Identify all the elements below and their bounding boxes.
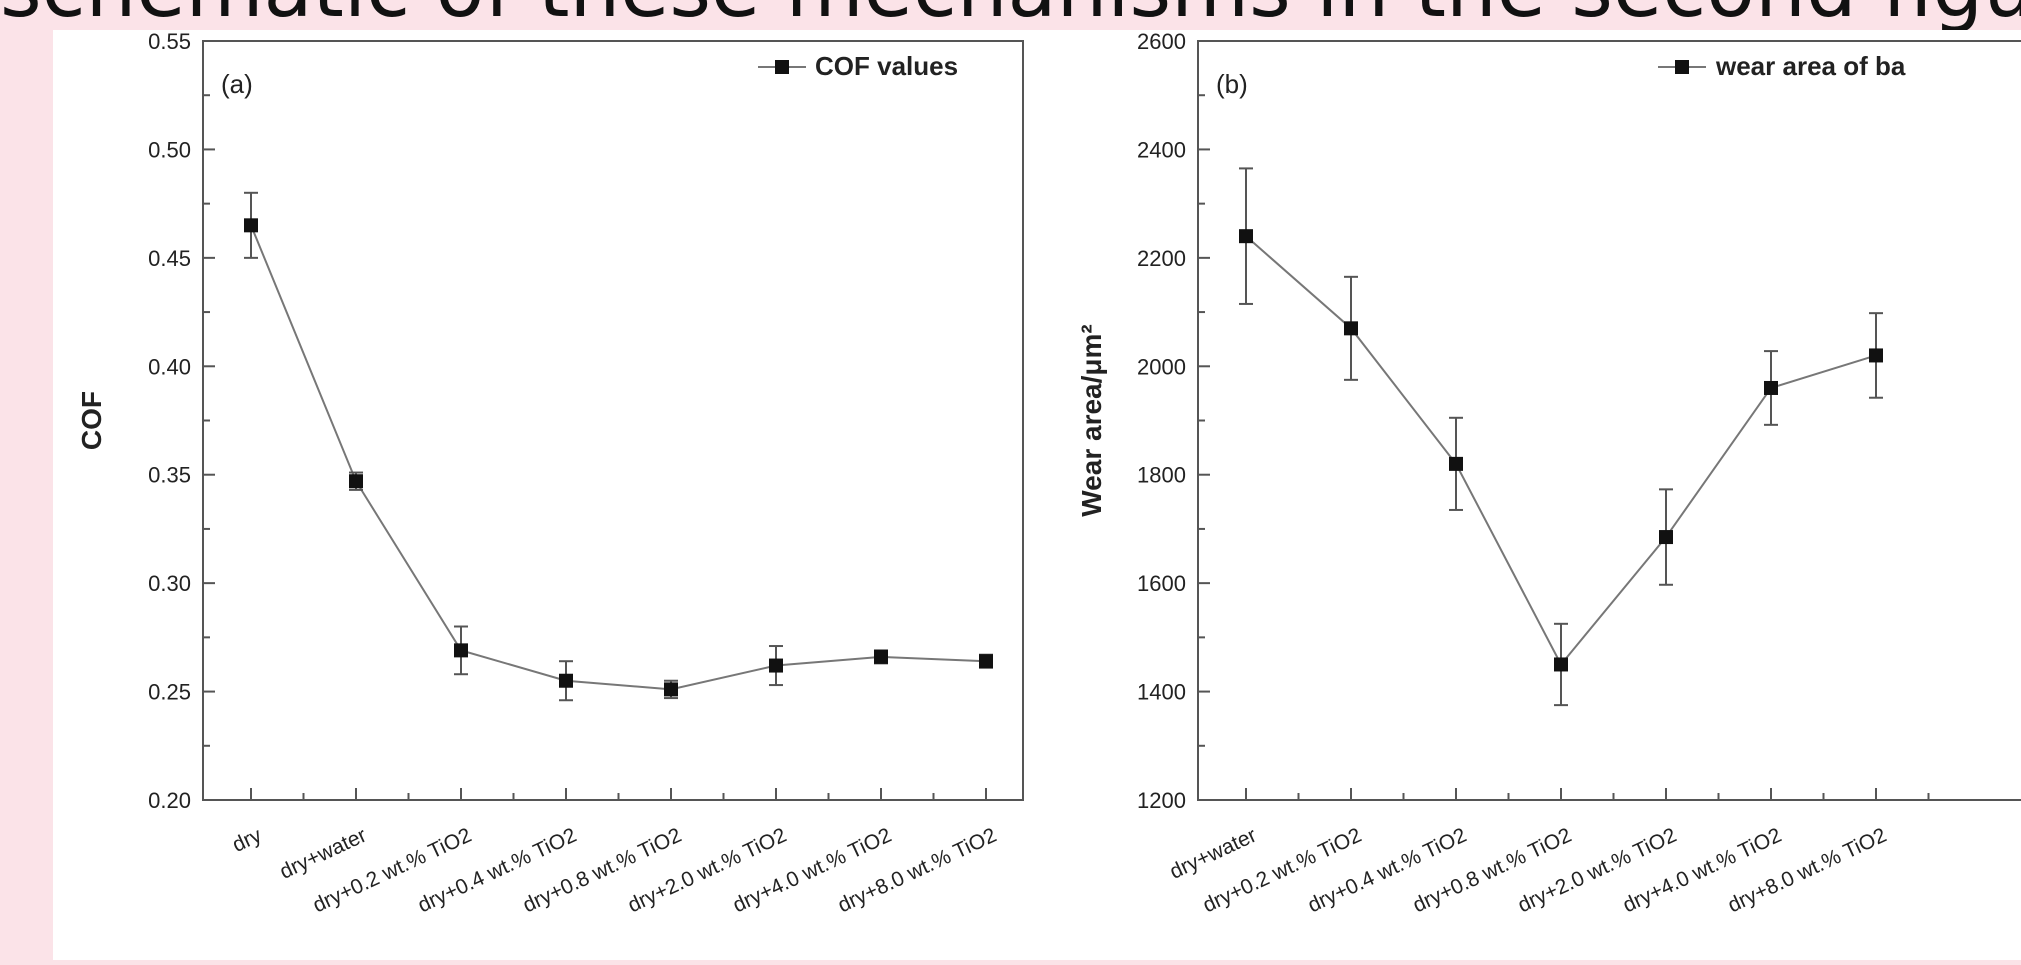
figure: 0.55 0.50 0.45 0.40 0.35 0.30 0.25 0.20 dry dry+w… — [53, 29, 2021, 960]
data-point — [1764, 380, 1778, 395]
y-tick-label: 0.45 — [148, 246, 191, 271]
data-point — [244, 218, 258, 233]
y-tick-label: 0.55 — [148, 30, 191, 54]
data-point — [349, 474, 363, 489]
data-point — [664, 682, 678, 697]
data-point — [559, 673, 573, 688]
legend-marker — [1675, 60, 1689, 74]
panel-label: (b) — [1216, 69, 1248, 99]
data-point — [874, 649, 888, 664]
series-line — [250, 224, 987, 691]
legend-marker — [775, 60, 789, 74]
data-point — [1869, 348, 1883, 363]
data-point — [979, 654, 993, 669]
chart-panel-b: 26002400220020001800160014001200dry+wate… — [1076, 29, 2021, 917]
y-tick-label: 0.25 — [148, 680, 191, 705]
data-point — [1554, 657, 1568, 672]
y-tick-label: 1600 — [1137, 571, 1186, 596]
slide-title: schematic of these mechanisms in the sec… — [0, 0, 2021, 34]
y-tick-label: 2400 — [1137, 137, 1186, 162]
y-tick-label: 1200 — [1137, 788, 1186, 813]
panel-label: (a) — [221, 69, 253, 99]
data-point — [454, 643, 468, 658]
y-tick-label: 0.35 — [148, 463, 191, 488]
y-tick-label: 2200 — [1137, 246, 1186, 271]
y-tick-label: 0.30 — [148, 571, 191, 596]
data-point — [769, 658, 783, 673]
x-tick-label: dry — [229, 823, 266, 856]
data-point — [1239, 229, 1253, 244]
y-tick-label: 0.50 — [148, 137, 191, 162]
y-tick-label: 0.40 — [148, 354, 191, 379]
plot-frame — [1197, 40, 2021, 801]
series-line — [1245, 235, 1877, 667]
y-tick-label: 2600 — [1137, 30, 1186, 54]
y-tick-label: 0.20 — [148, 788, 191, 813]
plot-frame — [202, 40, 1024, 801]
y-axis-title: COF — [76, 391, 107, 450]
legend-label: wear area of ba — [1715, 51, 1906, 81]
data-point — [1449, 456, 1463, 471]
y-axis-title: Wear area/μm² — [1076, 324, 1107, 517]
y-tick-label: 2000 — [1137, 354, 1186, 379]
y-tick-label: 1800 — [1137, 463, 1186, 488]
y-tick-label: 1400 — [1137, 680, 1186, 705]
data-point — [1344, 321, 1358, 336]
legend-label: COF values — [815, 51, 958, 81]
data-point — [1659, 530, 1673, 545]
